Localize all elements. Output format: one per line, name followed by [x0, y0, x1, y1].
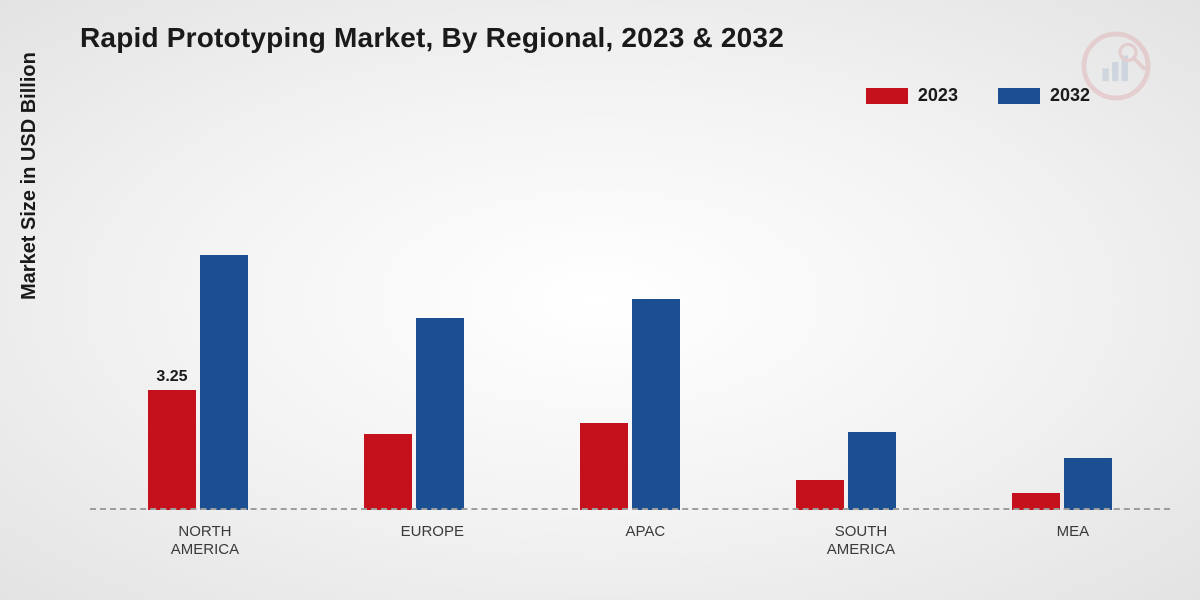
plot-area: 3.25	[90, 140, 1170, 510]
x-axis-category-label: MEA	[1057, 523, 1090, 561]
legend-item-2032: 2032	[998, 85, 1090, 106]
legend-item-2023: 2023	[866, 85, 958, 106]
y-axis-label: Market Size in USD Billion	[18, 52, 41, 300]
bar-2023	[796, 480, 844, 510]
x-axis-category-label: SOUTH AMERICA	[827, 523, 895, 561]
bar-2032	[1064, 458, 1112, 510]
bar-2032	[848, 432, 896, 510]
chart-title: Rapid Prototyping Market, By Regional, 2…	[80, 22, 784, 54]
x-axis-category-label: APAC	[626, 523, 666, 561]
legend-swatch-2032	[998, 88, 1040, 104]
bar-group	[580, 299, 680, 510]
bar-value-label: 3.25	[156, 368, 187, 386]
bar-groups: 3.25	[90, 140, 1170, 510]
bar-2023	[364, 434, 412, 510]
logo-svg	[1080, 30, 1160, 110]
legend: 2023 2032	[866, 85, 1090, 106]
legend-label-2023: 2023	[918, 85, 958, 106]
bar-group	[364, 318, 464, 510]
bar-group	[1012, 458, 1112, 510]
x-axis-category-label: EUROPE	[401, 523, 464, 561]
x-axis-labels: NORTH AMERICA EUROPE APAC SOUTH AMERICA MEA	[90, 523, 1170, 561]
bar-2023	[580, 423, 628, 510]
legend-swatch-2023	[866, 88, 908, 104]
legend-label-2032: 2032	[1050, 85, 1090, 106]
bar-2032	[200, 255, 248, 510]
bar-2032	[416, 318, 464, 510]
x-axis-category-label: NORTH AMERICA	[171, 523, 239, 561]
x-axis-baseline	[90, 508, 1170, 510]
bar-2032	[632, 299, 680, 510]
bar-group	[796, 432, 896, 510]
watermark-logo	[1080, 30, 1160, 110]
bar-group: 3.25	[148, 255, 248, 510]
bar-2023: 3.25	[148, 390, 196, 510]
